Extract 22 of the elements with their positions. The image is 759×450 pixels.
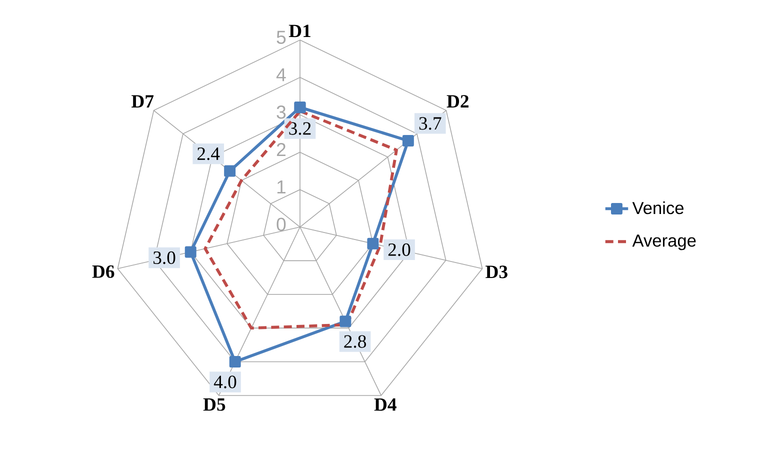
data-label: 2.8 (344, 335, 366, 348)
y-tick-label: 2 (276, 143, 286, 156)
y-tick-label: 3 (276, 106, 286, 119)
data-label: 2.4 (198, 147, 220, 160)
data-label: 2.0 (388, 243, 410, 256)
data-label: 4.0 (214, 376, 236, 388)
data-label: 3.7 (419, 117, 442, 130)
data-label: 3.0 (154, 251, 176, 264)
spoke-label: D4 (374, 398, 396, 411)
y-tick-label: 0 (276, 218, 286, 231)
y-tick-label: 1 (277, 180, 286, 194)
legend-label: Average (632, 234, 696, 250)
y-tick-label: 4 (276, 68, 286, 82)
spoke-label: D7 (132, 95, 154, 108)
spoke-label: D3 (486, 266, 508, 278)
spoke-label: D2 (446, 95, 468, 108)
spoke-label: D1 (288, 24, 310, 38)
spoke-label: D6 (92, 265, 114, 278)
legend-label: Venice (632, 201, 684, 214)
y-tick-label: 5 (276, 30, 286, 44)
spoke-label: D5 (203, 398, 226, 411)
data-label: 3.2 (289, 122, 311, 135)
